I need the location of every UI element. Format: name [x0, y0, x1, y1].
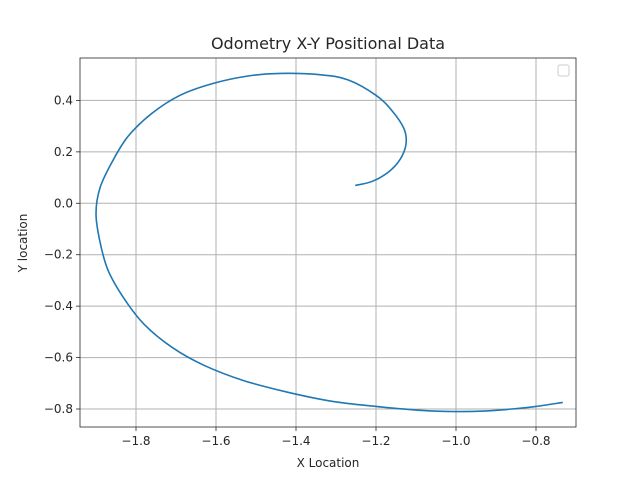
y-axis-label: Y location — [16, 214, 30, 274]
x-tick-label: −1.0 — [441, 434, 470, 448]
x-tick-label: −1.8 — [121, 434, 150, 448]
tick-labels: −1.8 −1.6 −1.4 −1.2 −1.0 −0.8 −0.8 −0.6 −0.4 −0.2… — [44, 93, 551, 448]
ticks — [76, 100, 537, 431]
x-axis-label: X Location — [297, 456, 360, 470]
y-tick-label: −0.6 — [44, 351, 73, 365]
y-tick-label: 0.2 — [54, 145, 73, 159]
legend-box — [557, 64, 570, 77]
y-tick-label: 0.4 — [54, 93, 73, 107]
y-tick-label: 0.0 — [54, 196, 73, 210]
y-tick-label: −0.2 — [44, 248, 73, 262]
series-line — [95, 72, 563, 413]
x-tick-label: −1.2 — [361, 434, 390, 448]
chart-title: Odometry X-Y Positional Data — [211, 34, 445, 53]
axes-background — [80, 58, 576, 427]
y-tick-label: −0.4 — [44, 299, 73, 313]
series-layer — [95, 72, 563, 413]
y-tick-label: −0.8 — [44, 402, 73, 416]
grid — [80, 58, 576, 427]
x-tick-label: −1.4 — [281, 434, 310, 448]
x-tick-label: −1.6 — [201, 434, 230, 448]
plot-area: −1.8 −1.6 −1.4 −1.2 −1.0 −0.8 −0.8 −0.6 −0.4 −0.2… — [44, 57, 577, 448]
axes-frame — [79, 57, 577, 428]
x-tick-label: −0.8 — [521, 434, 550, 448]
